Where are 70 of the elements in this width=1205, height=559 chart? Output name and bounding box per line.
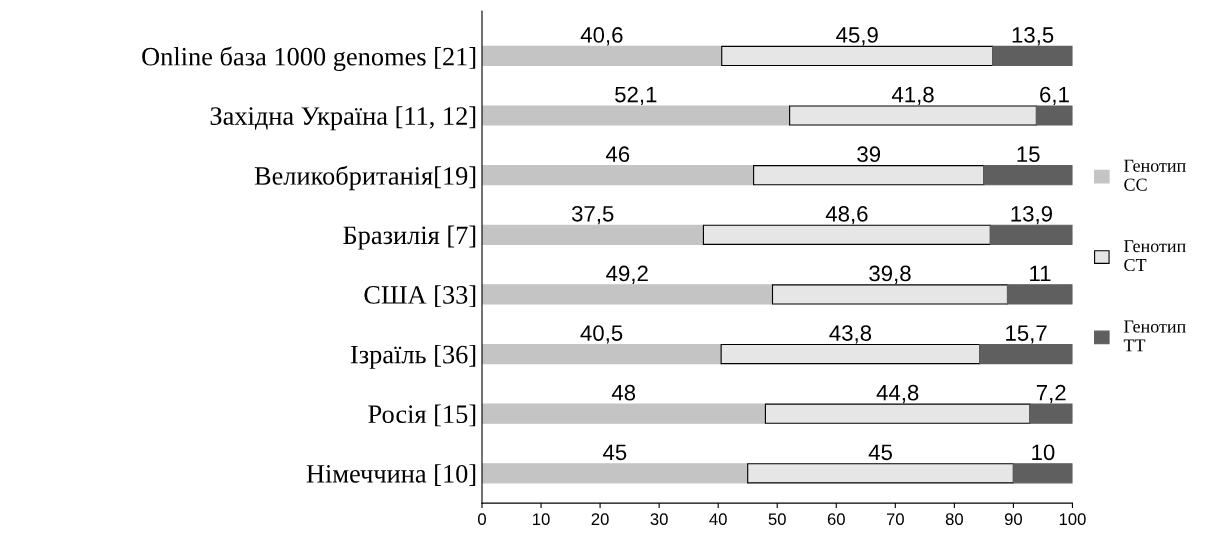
x-tick-label: 20 [591, 513, 609, 526]
y-tick-label: Бразилія [7] [343, 225, 476, 250]
data-label: 48,6 [825, 205, 868, 225]
data-label: 43,8 [829, 325, 872, 344]
data-label: 11 [1030, 265, 1051, 282]
bar [747, 463, 1014, 484]
x-tick-label: 70 [886, 513, 904, 526]
data-label: 41,8 [891, 86, 934, 106]
legend-label: Генотип CC [1124, 159, 1186, 191]
x-tick-label: 40 [709, 513, 727, 526]
bar [983, 165, 1073, 186]
x-tick-label: 10 [533, 513, 550, 526]
bar [482, 403, 766, 424]
x-tick-label: 90 [1004, 513, 1023, 526]
bar [482, 45, 723, 66]
bar [1029, 403, 1073, 424]
x-tick-label: 80 [945, 513, 963, 526]
bar [979, 343, 1073, 365]
bar [753, 165, 985, 186]
data-label: 15 [1017, 146, 1040, 163]
y-tick-label: Німеччина [10] [306, 464, 476, 486]
data-label: 44,8 [876, 384, 919, 404]
x-tick-label: 0 [478, 513, 486, 526]
y-tick-label: Великобританія[19] [254, 165, 476, 191]
data-label: 40,6 [580, 27, 623, 46]
bar [702, 224, 991, 245]
bar [1006, 284, 1073, 305]
bar [482, 284, 774, 305]
bar [482, 463, 749, 484]
bar [482, 105, 791, 126]
y-tick-label: Росія [15] [368, 404, 476, 427]
y-tick-label: Західна Україна [11, 12] [210, 106, 476, 131]
bar [789, 105, 1037, 126]
data-label: 6,1 [1040, 86, 1069, 106]
y-tick-label: Ізраїль [36] [350, 344, 476, 369]
x-tick-label: 30 [650, 513, 668, 526]
x-tick-label: 60 [827, 513, 845, 526]
data-label: 45 [603, 444, 627, 461]
data-label: 7,2 [1036, 384, 1066, 404]
data-label: 49,2 [606, 265, 648, 284]
data-label: 39,8 [869, 265, 911, 284]
data-label: 46 [605, 146, 630, 163]
data-label: 10 [1032, 444, 1055, 461]
data-label: 39 [857, 146, 881, 163]
bar [1035, 105, 1073, 126]
data-label: 15,7 [1006, 325, 1047, 344]
bar [992, 45, 1073, 66]
x-tick-label: 50 [768, 513, 786, 526]
data-label: 52,1 [615, 86, 657, 106]
data-label: 13,5 [1012, 27, 1054, 46]
bar [720, 343, 981, 365]
data-label: 40,5 [580, 325, 623, 344]
data-label: 13,9 [1011, 205, 1052, 225]
y-tick-label: Online база 1000 genomes [21] [142, 46, 476, 72]
bar [482, 224, 704, 245]
data-label: 45 [868, 444, 892, 461]
x-tick-label: 100 [1059, 513, 1086, 526]
y-tick-label: США [33] [364, 285, 476, 308]
bar [771, 284, 1009, 305]
bar [764, 403, 1031, 424]
bar [482, 165, 755, 186]
bar [989, 224, 1073, 245]
bar [482, 343, 722, 365]
legend-label: Генотип TT [1123, 320, 1186, 352]
bar [721, 45, 994, 66]
data-label: 48 [611, 384, 636, 401]
data-label: 37,5 [571, 205, 614, 225]
legend-label: Генотип CT [1124, 240, 1186, 272]
bar [1012, 463, 1073, 484]
data-label: 45,9 [836, 27, 878, 46]
